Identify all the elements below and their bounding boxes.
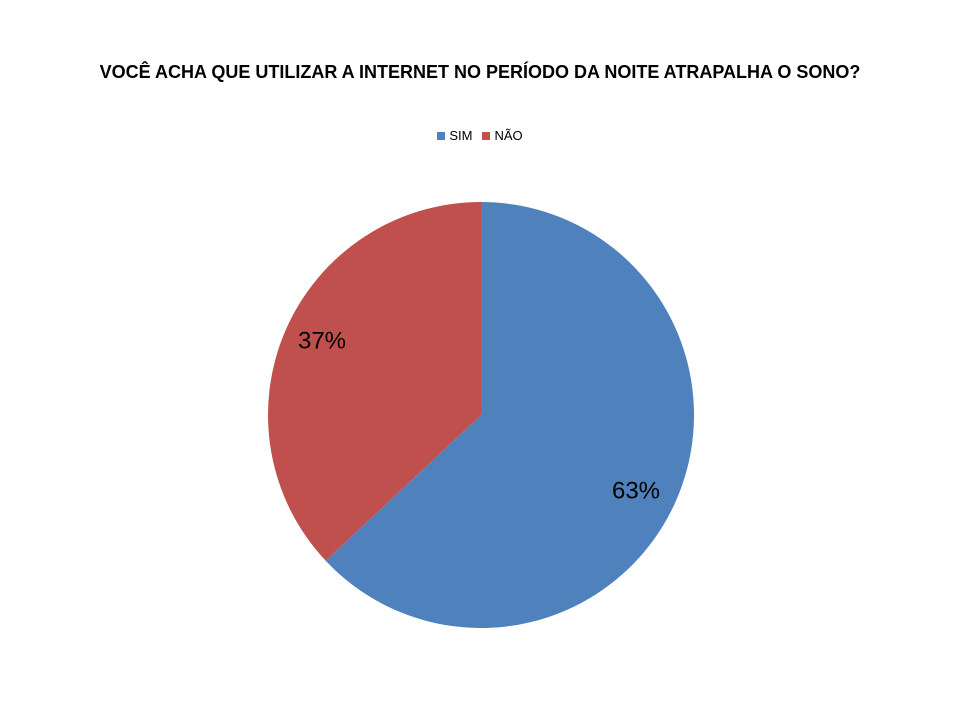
legend-label-nao: NÃO	[494, 128, 523, 143]
chart-title: VOCÊ ACHA QUE UTILIZAR A INTERNET NO PER…	[99, 62, 861, 82]
legend-item-nao: NÃO	[482, 128, 523, 143]
chart-legend: SIM NÃO	[0, 128, 960, 143]
data-label-sim: 63%	[612, 477, 660, 504]
legend-label-sim: SIM	[449, 128, 473, 143]
legend-swatch-sim	[437, 131, 446, 140]
pie-slice-nao	[268, 202, 481, 561]
data-label-nao: 37%	[298, 327, 346, 354]
legend-item-sim: SIM	[437, 128, 472, 143]
pie-slice-sim	[325, 202, 695, 628]
legend-swatch-nao	[482, 131, 491, 140]
